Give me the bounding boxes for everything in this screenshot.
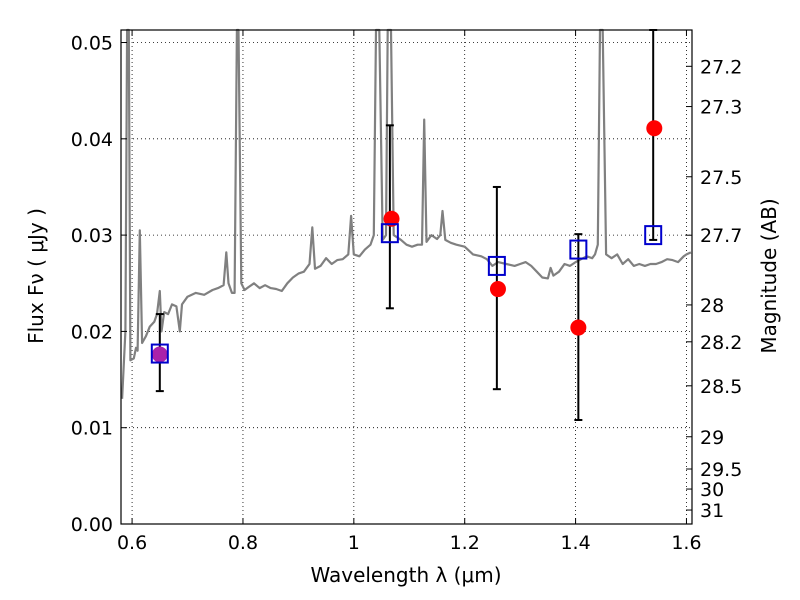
x-tick-label: 1.4 (560, 532, 590, 554)
magnitude-tick-label: 29 (700, 427, 724, 449)
right-axis-label: Magnitude (AB) (757, 198, 781, 353)
observed-point-marker (570, 319, 587, 336)
magnitude-tick-label: 29.5 (700, 459, 742, 481)
y-axis-label: Flux Fν ( μJy ) (24, 208, 48, 344)
axes-frame (120, 29, 693, 525)
errorbars (155, 29, 658, 421)
magnitude-tick-label: 27.5 (700, 167, 742, 189)
y-tick-label: 0.01 (71, 418, 113, 440)
magnitude-tick-label: 31 (700, 500, 724, 522)
observed-point-marker (383, 210, 400, 227)
magnitude-tick-label: 28 (700, 295, 724, 317)
x-axis-label: Wavelength λ (μm) (310, 563, 501, 587)
magnitude-tick-label: 27.7 (700, 225, 742, 247)
x-tick-label: 1.2 (450, 532, 480, 554)
observed-point-marker (646, 120, 663, 137)
model-point-marker (644, 225, 663, 246)
grid-lines (121, 30, 692, 525)
x-tick-label: 0.6 (117, 532, 147, 554)
x-tick-label: 1.6 (671, 532, 701, 554)
axis-ticks: 0.6 0.8 1 1.2 1.4 1.6 0.00 0.01 0.02 0.03 0.04 0.05… (71, 30, 742, 554)
plot-area (121, 28, 692, 421)
magnitude-tick-label: 28.5 (700, 376, 742, 398)
model-point-marker (569, 239, 588, 260)
y-tick-label: 0.02 (71, 321, 113, 343)
spectrum-line (121, 28, 692, 399)
model-point-marker (150, 343, 169, 364)
magnitude-tick-label: 27.2 (700, 56, 742, 78)
y-tick-label: 0.03 (71, 225, 113, 247)
observed-point-marker (151, 346, 168, 363)
data-markers (150, 120, 663, 364)
model-point-marker (380, 223, 399, 244)
observed-point-marker (489, 281, 506, 298)
model-point-marker (487, 255, 506, 276)
x-tick-label: 1 (348, 532, 360, 554)
magnitude-tick-label: 27.3 (700, 97, 742, 119)
x-tick-label: 0.8 (228, 532, 258, 554)
y-tick-label: 0.04 (71, 129, 113, 151)
magnitude-tick-label: 28.2 (700, 332, 742, 354)
y-tick-label: 0.05 (71, 33, 113, 55)
magnitude-tick-label: 30 (700, 479, 724, 501)
y-tick-label: 0.00 (71, 514, 113, 536)
